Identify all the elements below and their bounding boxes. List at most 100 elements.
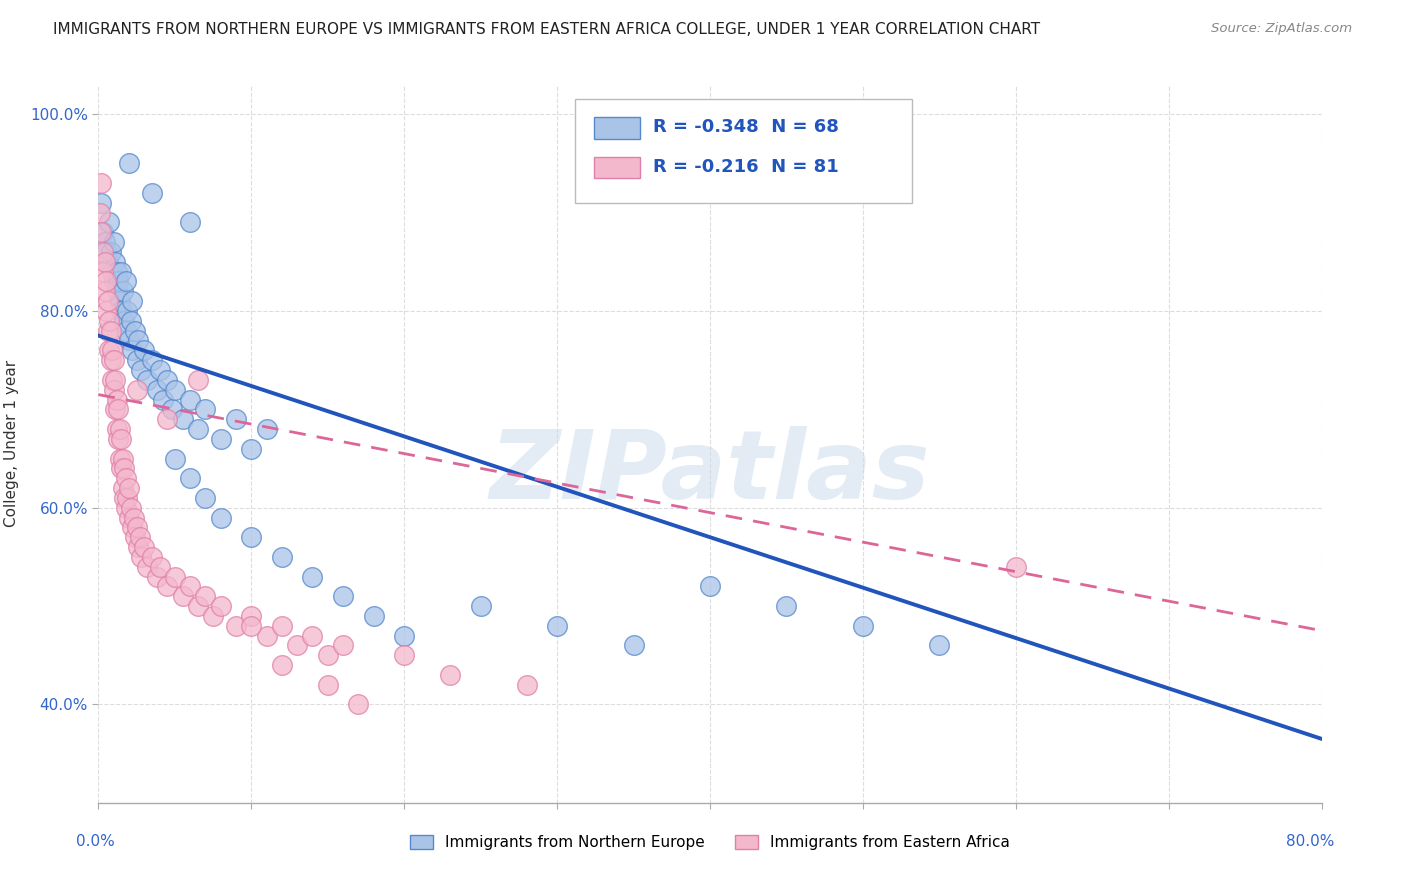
Point [104, 402, 127, 417]
Point [103, 275, 125, 289]
Point [94, 275, 117, 289]
Point [163, 569, 186, 583]
Point [100, 244, 122, 259]
Point [125, 353, 148, 368]
Point [105, 285, 128, 299]
Point [110, 304, 132, 318]
Point [94, 244, 117, 259]
Point [156, 412, 179, 426]
Point [179, 392, 201, 407]
Text: 80.0%: 80.0% [1286, 834, 1334, 848]
Point [301, 569, 323, 583]
Point [90, 195, 112, 210]
Text: IMMIGRANTS FROM NORTHERN EUROPE VS IMMIGRANTS FROM EASTERN AFRICA COLLEGE, UNDER: IMMIGRANTS FROM NORTHERN EUROPE VS IMMIG… [53, 22, 1040, 37]
Point [270, 549, 292, 564]
Point [316, 648, 339, 663]
Text: ZIPatlas: ZIPatlas [489, 426, 931, 519]
Point [347, 698, 370, 712]
FancyBboxPatch shape [575, 99, 912, 203]
Point [127, 334, 149, 348]
Point [134, 540, 156, 554]
Point [332, 589, 354, 603]
FancyBboxPatch shape [593, 157, 640, 178]
Point [124, 324, 146, 338]
Point [156, 579, 179, 593]
Point [301, 629, 323, 643]
Point [546, 619, 568, 633]
Point [202, 608, 225, 623]
Point [108, 451, 131, 466]
Point [111, 451, 134, 466]
Point [179, 579, 201, 593]
Point [112, 461, 135, 475]
Point [699, 579, 721, 593]
Point [105, 265, 128, 279]
Point [187, 422, 209, 436]
Point [163, 383, 186, 397]
Point [240, 442, 263, 456]
Point [115, 324, 138, 338]
Point [125, 520, 148, 534]
Point [121, 520, 143, 534]
Point [128, 530, 150, 544]
Point [149, 559, 172, 574]
Point [108, 422, 131, 436]
Point [516, 678, 538, 692]
Point [172, 589, 194, 603]
Point [101, 265, 124, 279]
Point [623, 639, 645, 653]
Point [110, 461, 132, 475]
Point [129, 363, 152, 377]
Point [118, 334, 141, 348]
Point [103, 383, 125, 397]
Point [105, 422, 128, 436]
Point [439, 668, 461, 682]
FancyBboxPatch shape [593, 117, 640, 138]
Point [316, 678, 339, 692]
Point [145, 383, 167, 397]
Point [332, 639, 354, 653]
Point [100, 353, 122, 368]
Point [209, 432, 232, 446]
Point [108, 294, 131, 309]
Point [124, 530, 146, 544]
Point [115, 500, 138, 515]
Point [125, 383, 148, 397]
Point [98, 343, 121, 358]
Point [112, 314, 135, 328]
Point [101, 373, 124, 387]
Point [194, 402, 217, 417]
Point [104, 373, 127, 387]
Point [240, 619, 263, 633]
Point [120, 314, 142, 328]
Point [118, 510, 141, 524]
Point [392, 629, 416, 643]
Point [91, 265, 114, 279]
Point [111, 285, 134, 299]
Point [225, 412, 247, 426]
Point [105, 392, 128, 407]
Point [121, 294, 143, 309]
Point [1004, 559, 1026, 574]
Point [122, 510, 145, 524]
Point [107, 432, 129, 446]
Point [97, 294, 120, 309]
Point [172, 412, 194, 426]
Point [110, 432, 132, 446]
Point [100, 324, 122, 338]
Point [103, 235, 125, 249]
Point [160, 402, 183, 417]
Point [270, 658, 292, 673]
Point [240, 530, 263, 544]
Point [91, 225, 114, 239]
Point [117, 304, 139, 318]
Point [149, 363, 172, 377]
Point [179, 471, 201, 485]
Text: R = -0.216  N = 81: R = -0.216 N = 81 [652, 158, 838, 177]
Point [111, 481, 134, 495]
Point [107, 275, 129, 289]
Point [127, 540, 149, 554]
Point [145, 569, 167, 583]
Point [363, 608, 385, 623]
Point [107, 402, 129, 417]
